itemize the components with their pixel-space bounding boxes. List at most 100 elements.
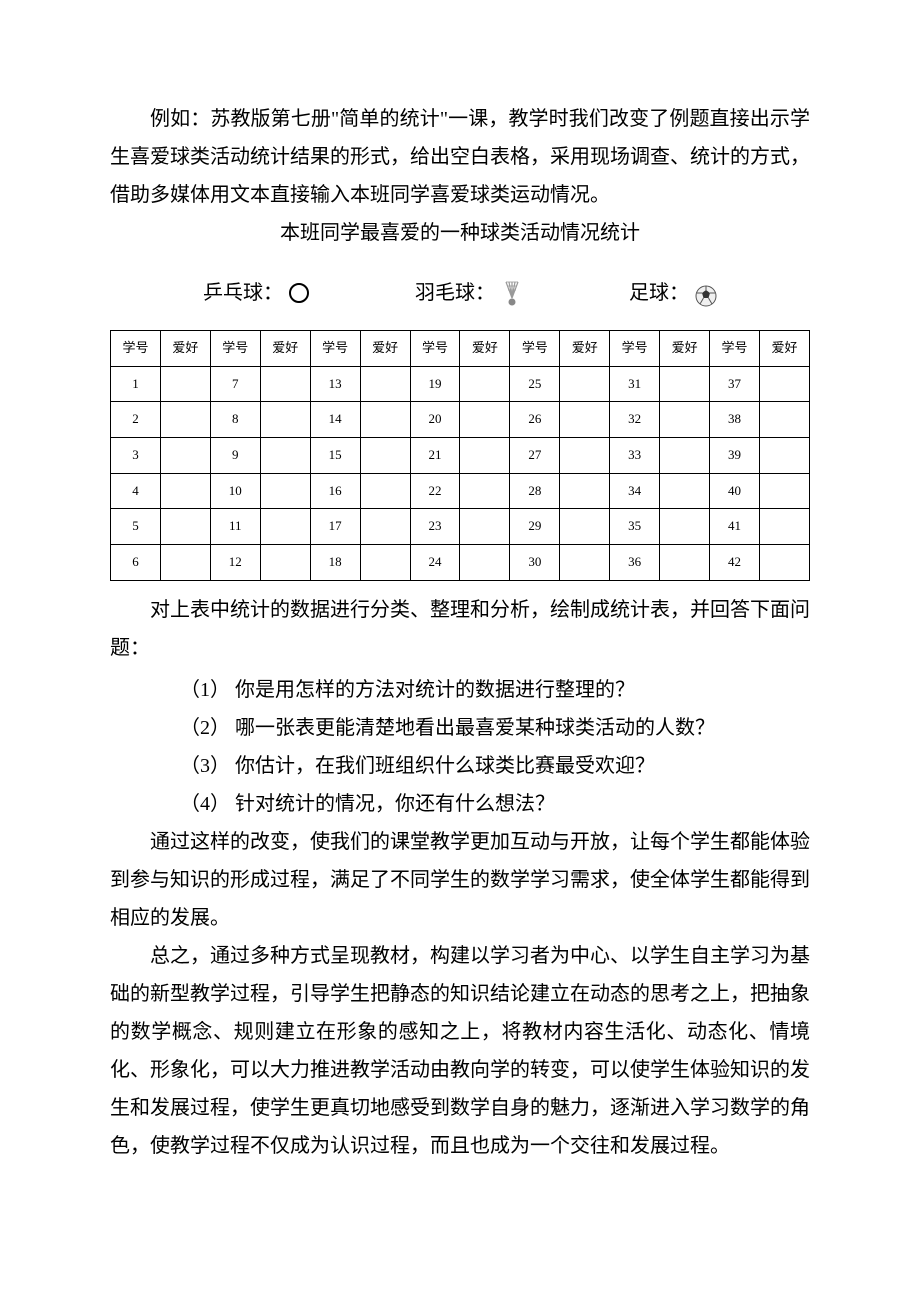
- hobby-cell: [160, 438, 210, 474]
- header-id-col: 学号: [310, 331, 360, 367]
- hobby-cell: [759, 366, 809, 402]
- student-id-cell: 19: [410, 366, 460, 402]
- student-id-cell: 13: [310, 366, 360, 402]
- hobby-cell: [660, 402, 710, 438]
- question-2: （2） 哪一张表更能清楚地看出最喜爱某种球类活动的人数？: [110, 709, 810, 747]
- hobby-cell: [460, 545, 510, 581]
- student-id-cell: 12: [210, 545, 260, 581]
- hobby-cell: [160, 366, 210, 402]
- header-id-col: 学号: [510, 331, 560, 367]
- student-id-cell: 10: [210, 473, 260, 509]
- student-id-cell: 34: [610, 473, 660, 509]
- hobby-cell: [160, 509, 210, 545]
- table-row: 5111723293541: [111, 509, 810, 545]
- student-id-cell: 2: [111, 402, 161, 438]
- header-id-col: 学号: [410, 331, 460, 367]
- table-row: 4101622283440: [111, 473, 810, 509]
- hobby-cell: [360, 509, 410, 545]
- table-body: 1713192531372814202632383915212733394101…: [111, 366, 810, 580]
- header-hobby-col: 爱好: [759, 331, 809, 367]
- header-hobby-col: 爱好: [160, 331, 210, 367]
- student-id-cell: 21: [410, 438, 460, 474]
- student-id-cell: 15: [310, 438, 360, 474]
- header-id-col: 学号: [710, 331, 760, 367]
- student-id-cell: 5: [111, 509, 161, 545]
- hobby-cell: [260, 402, 310, 438]
- pingpong-icon: [289, 283, 309, 303]
- student-id-cell: 18: [310, 545, 360, 581]
- student-id-cell: 37: [710, 366, 760, 402]
- student-id-cell: 8: [210, 402, 260, 438]
- table-row: 281420263238: [111, 402, 810, 438]
- hobby-cell: [360, 438, 410, 474]
- student-id-cell: 14: [310, 402, 360, 438]
- student-id-cell: 42: [710, 545, 760, 581]
- hobby-cell: [460, 366, 510, 402]
- student-id-cell: 6: [111, 545, 161, 581]
- student-id-cell: 25: [510, 366, 560, 402]
- header-hobby-col: 爱好: [260, 331, 310, 367]
- hobby-cell: [560, 473, 610, 509]
- student-id-cell: 31: [610, 366, 660, 402]
- student-id-cell: 39: [710, 438, 760, 474]
- hobby-cell: [360, 402, 410, 438]
- student-id-cell: 4: [111, 473, 161, 509]
- hobby-cell: [759, 545, 809, 581]
- student-id-cell: 11: [210, 509, 260, 545]
- badminton-label: 羽毛球：: [415, 274, 495, 312]
- student-id-cell: 32: [610, 402, 660, 438]
- question-1: （1） 你是用怎样的方法对统计的数据进行整理的？: [110, 671, 810, 709]
- hobby-cell: [560, 402, 610, 438]
- questions-list: （1） 你是用怎样的方法对统计的数据进行整理的？ （2） 哪一张表更能清楚地看出…: [110, 671, 810, 823]
- header-hobby-col: 爱好: [360, 331, 410, 367]
- student-id-cell: 3: [111, 438, 161, 474]
- hobby-cell: [560, 438, 610, 474]
- header-id-col: 学号: [610, 331, 660, 367]
- student-id-cell: 33: [610, 438, 660, 474]
- student-id-cell: 9: [210, 438, 260, 474]
- student-id-cell: 16: [310, 473, 360, 509]
- student-id-cell: 7: [210, 366, 260, 402]
- hobby-cell: [660, 545, 710, 581]
- student-id-cell: 1: [111, 366, 161, 402]
- sports-legend: 乒乓球： 羽毛球： 足球：: [110, 274, 810, 312]
- student-survey-table: 学号爱好学号爱好学号爱好学号爱好学号爱好学号爱好学号爱好 17131925313…: [110, 330, 810, 581]
- student-id-cell: 24: [410, 545, 460, 581]
- student-id-cell: 17: [310, 509, 360, 545]
- hobby-cell: [160, 545, 210, 581]
- pingpong-label: 乒乓球：: [203, 274, 283, 312]
- football-label: 足球：: [629, 274, 689, 312]
- conclusion-2: 总之，通过多种方式呈现教材，构建以学习者为中心、以学生自主学习为基础的新型教学过…: [110, 937, 810, 1165]
- hobby-cell: [660, 366, 710, 402]
- badminton-item: 羽毛球：: [415, 274, 523, 312]
- shuttlecock-icon: [501, 280, 523, 306]
- hobby-cell: [560, 366, 610, 402]
- student-id-cell: 40: [710, 473, 760, 509]
- student-id-cell: 27: [510, 438, 560, 474]
- hobby-cell: [759, 402, 809, 438]
- subtitle: 本班同学最喜爱的一种球类活动情况统计: [110, 214, 810, 252]
- header-hobby-col: 爱好: [660, 331, 710, 367]
- student-id-cell: 30: [510, 545, 560, 581]
- student-id-cell: 29: [510, 509, 560, 545]
- conclusion-1: 通过这样的改变，使我们的课堂教学更加互动与开放，让每个学生都能体验到参与知识的形…: [110, 823, 810, 937]
- after-table-paragraph: 对上表中统计的数据进行分类、整理和分析，绘制成统计表，并回答下面问题：: [110, 591, 810, 667]
- student-id-cell: 23: [410, 509, 460, 545]
- table-row: 1 7 13 19 25 31 37: [111, 366, 810, 402]
- hobby-cell: [460, 438, 510, 474]
- hobby-cell: [759, 438, 809, 474]
- hobby-cell: [460, 509, 510, 545]
- hobby-cell: [759, 473, 809, 509]
- intro-paragraph: 例如：苏教版第七册"简单的统计"一课，教学时我们改变了例题直接出示学生喜爱球类活…: [110, 100, 810, 214]
- hobby-cell: [660, 509, 710, 545]
- hobby-cell: [260, 438, 310, 474]
- hobby-cell: [660, 473, 710, 509]
- table-header-row: 学号爱好学号爱好学号爱好学号爱好学号爱好学号爱好学号爱好: [111, 331, 810, 367]
- hobby-cell: [560, 545, 610, 581]
- hobby-cell: [260, 366, 310, 402]
- hobby-cell: [660, 438, 710, 474]
- student-id-cell: 22: [410, 473, 460, 509]
- hobby-cell: [360, 545, 410, 581]
- header-hobby-col: 爱好: [560, 331, 610, 367]
- hobby-cell: [260, 545, 310, 581]
